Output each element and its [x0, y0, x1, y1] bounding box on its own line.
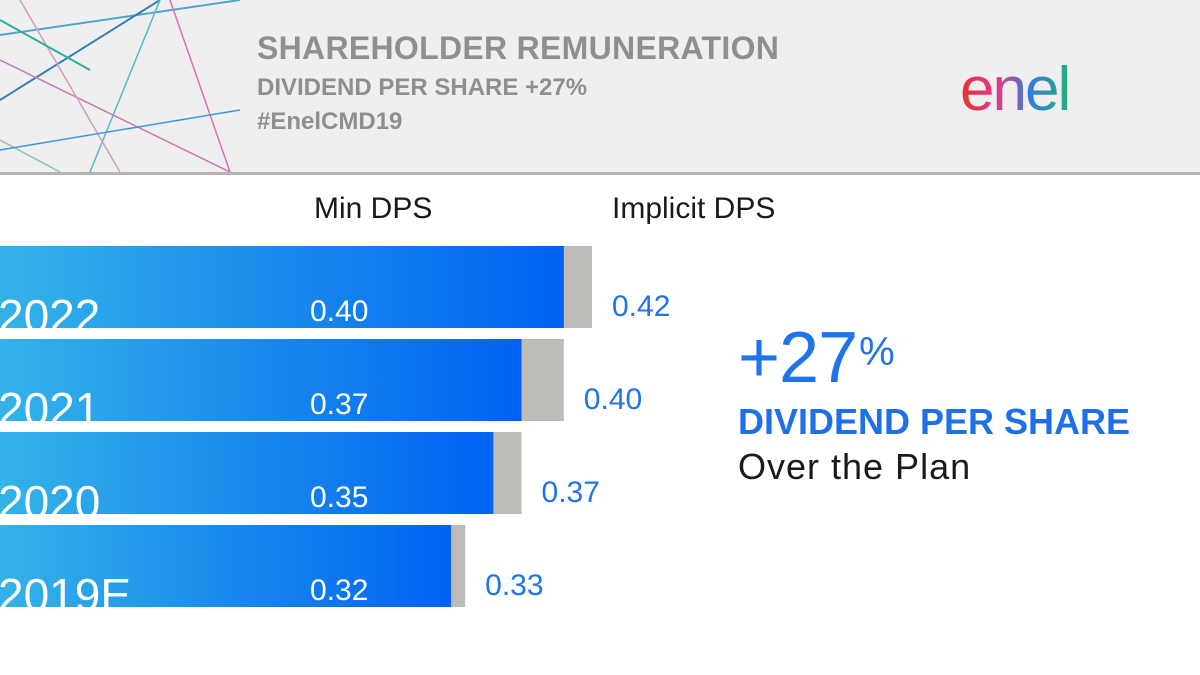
min-dps-label: 0.37 [310, 388, 368, 421]
implicit-dps-label: 0.42 [612, 290, 670, 323]
year-label: 2020 [0, 476, 100, 528]
growth-number: +27 [738, 318, 858, 398]
decorative-lines [0, 0, 240, 172]
header-divider [0, 172, 1200, 175]
page-title: SHAREHOLDER REMUNERATION [257, 30, 780, 66]
growth-value: +27% [738, 318, 1130, 398]
implicit-dps-label: 0.33 [485, 569, 543, 602]
header: SHAREHOLDER REMUNERATION DIVIDEND PER SH… [0, 0, 1200, 172]
column-header-min-dps: Min DPS [314, 192, 433, 225]
implicit-dps-label: 0.40 [584, 383, 642, 416]
min-dps-label: 0.35 [310, 481, 368, 514]
year-label: 2021 [0, 383, 100, 435]
enel-logo: enel [960, 55, 1071, 124]
dps-bar-chart: 2022 0.40 0.42 2021 0.37 0.40 2020 0.35 0.37 2019… [0, 246, 671, 621]
min-dps-bar [0, 246, 564, 328]
svg-text:enel: enel [960, 55, 1069, 124]
year-label: 2022 [0, 290, 100, 342]
hashtag: #EnelCMD19 [257, 108, 403, 135]
growth-callout: +27% DIVIDEND PER SHARE Over the Plan [738, 318, 1130, 490]
min-dps-label: 0.40 [310, 295, 368, 328]
page-subtitle: DIVIDEND PER SHARE +27% [257, 74, 588, 101]
growth-label: DIVIDEND PER SHARE [738, 401, 1131, 442]
min-dps-bar [0, 339, 522, 421]
min-dps-label: 0.32 [310, 574, 368, 607]
column-header-implicit-dps: Implicit DPS [612, 192, 776, 225]
growth-sublabel: Over the Plan [738, 446, 972, 487]
year-label: 2019E [0, 569, 131, 621]
min-dps-bar [0, 432, 494, 514]
min-dps-bar [0, 525, 452, 607]
growth-unit: % [859, 330, 895, 374]
implicit-dps-label: 0.37 [542, 476, 600, 509]
header-titles: SHAREHOLDER REMUNERATION DIVIDEND PER SH… [257, 28, 779, 138]
